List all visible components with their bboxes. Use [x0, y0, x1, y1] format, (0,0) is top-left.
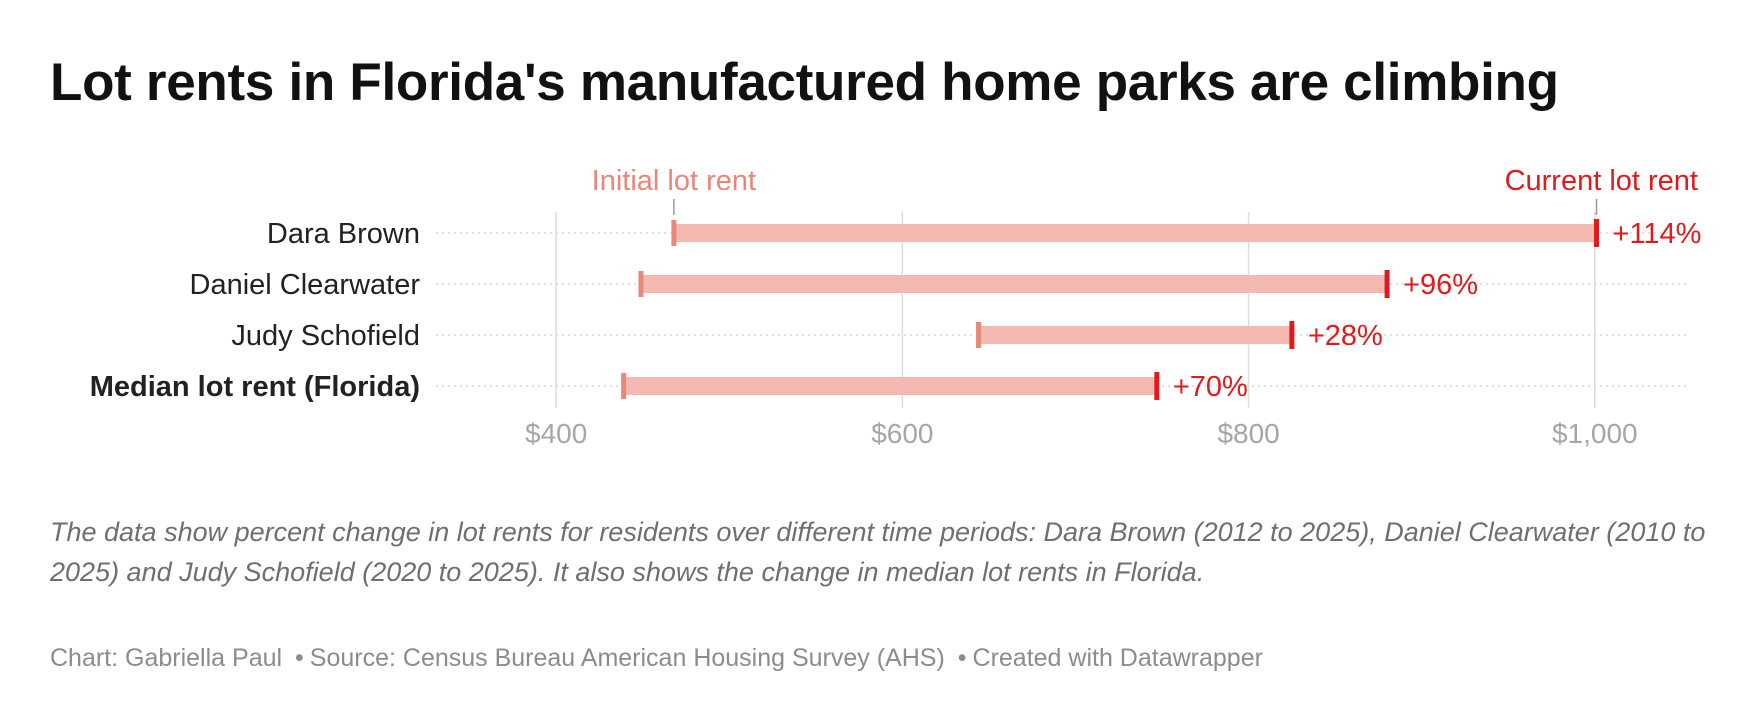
- current-rent-marker: [1384, 270, 1390, 298]
- change-label: +70%: [1173, 371, 1248, 403]
- credit-source: Source: Census Bureau American Housing S…: [309, 644, 945, 672]
- legend-layer: Initial lot rent Current lot rent: [592, 165, 1698, 215]
- range-bar: [978, 326, 1292, 344]
- chart-title: Lot rents in Florida's manufactured home…: [50, 53, 1559, 112]
- row-label: Daniel Clearwater: [190, 269, 421, 301]
- range-bar-chart: Initial lot rent Current lot rent Dara Br…: [90, 165, 1702, 449]
- change-label: +96%: [1403, 269, 1478, 301]
- x-tick-label: $600: [871, 418, 933, 449]
- initial-rent-marker: [976, 322, 982, 348]
- row-label: Judy Schofield: [231, 320, 420, 352]
- x-tick-label: $800: [1217, 418, 1279, 449]
- row-guide-layer: [436, 232, 1690, 387]
- current-rent-marker: [1289, 321, 1295, 349]
- legend-initial-label: Initial lot rent: [592, 165, 756, 197]
- credit-author: Chart: Gabriella Paul: [50, 644, 283, 672]
- row-label: Dara Brown: [267, 218, 420, 250]
- initial-rent-marker: [638, 271, 644, 297]
- bar-layer: [621, 219, 1600, 400]
- label-layer: Dara Brown +114% Daniel Clearwater +96% Judy…: [90, 218, 1702, 403]
- legend-current-label: Current lot rent: [1505, 165, 1698, 197]
- current-rent-marker: [1154, 372, 1160, 400]
- x-tick-label: $1,000: [1552, 418, 1638, 449]
- row-label: Median lot rent (Florida): [90, 371, 420, 403]
- initial-rent-marker: [621, 373, 627, 399]
- credit-created-with: Created with Datawrapper: [972, 644, 1263, 672]
- change-label: +28%: [1308, 320, 1383, 352]
- chart-credits: Chart: Gabriella Paul • Source: Census Bu…: [50, 644, 1263, 673]
- x-tick-label: $400: [525, 418, 587, 449]
- change-label: +114%: [1613, 218, 1702, 250]
- current-rent-marker: [1594, 219, 1600, 247]
- initial-rent-marker: [671, 220, 677, 246]
- credit-separator: •: [957, 644, 967, 672]
- credit-separator: •: [295, 644, 304, 672]
- range-bar: [673, 224, 1597, 242]
- range-bar: [640, 275, 1388, 293]
- chart-description: The data show percent change in lot rent…: [50, 517, 1706, 587]
- range-bar: [623, 377, 1157, 395]
- tick-layer: $400 $600 $800 $1,000: [525, 418, 1638, 449]
